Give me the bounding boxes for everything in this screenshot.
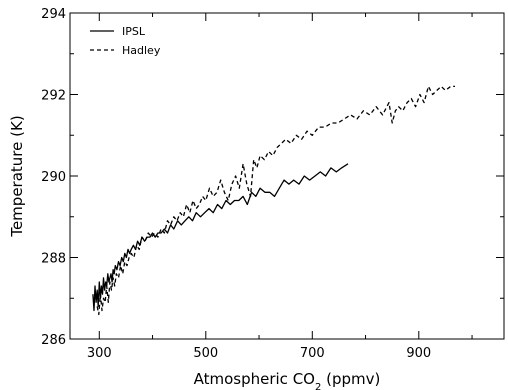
y-tick-label-290: 290: [41, 170, 66, 185]
x-axis-label: Atmospheric CO2 (ppmv): [194, 370, 381, 390]
y-tick-label-286: 286: [41, 333, 66, 348]
y-axis-label: Temperature (K): [8, 115, 26, 237]
tick-labels: 300 500 700 900 286 288 290 292 294: [41, 7, 431, 361]
legend-label-ipsl: IPSL: [122, 25, 146, 38]
axis-ticks: [70, 12, 504, 340]
legend-label-hadley: Hadley: [122, 44, 161, 57]
x-tick-label-300: 300: [87, 346, 112, 361]
plot-frame: [69, 12, 505, 340]
x-tick-label-900: 900: [406, 346, 431, 361]
y-tick-label-294: 294: [41, 7, 66, 22]
series-line-hadley: [96, 85, 455, 316]
series-line-ipsl: [92, 163, 349, 312]
x-tick-label-500: 500: [193, 346, 218, 361]
y-tick-label-292: 292: [41, 89, 66, 104]
x-tick-label-700: 700: [300, 346, 325, 361]
series-lines: [92, 85, 455, 316]
y-tick-label-288: 288: [41, 252, 66, 267]
legend: IPSL Hadley: [90, 25, 161, 57]
